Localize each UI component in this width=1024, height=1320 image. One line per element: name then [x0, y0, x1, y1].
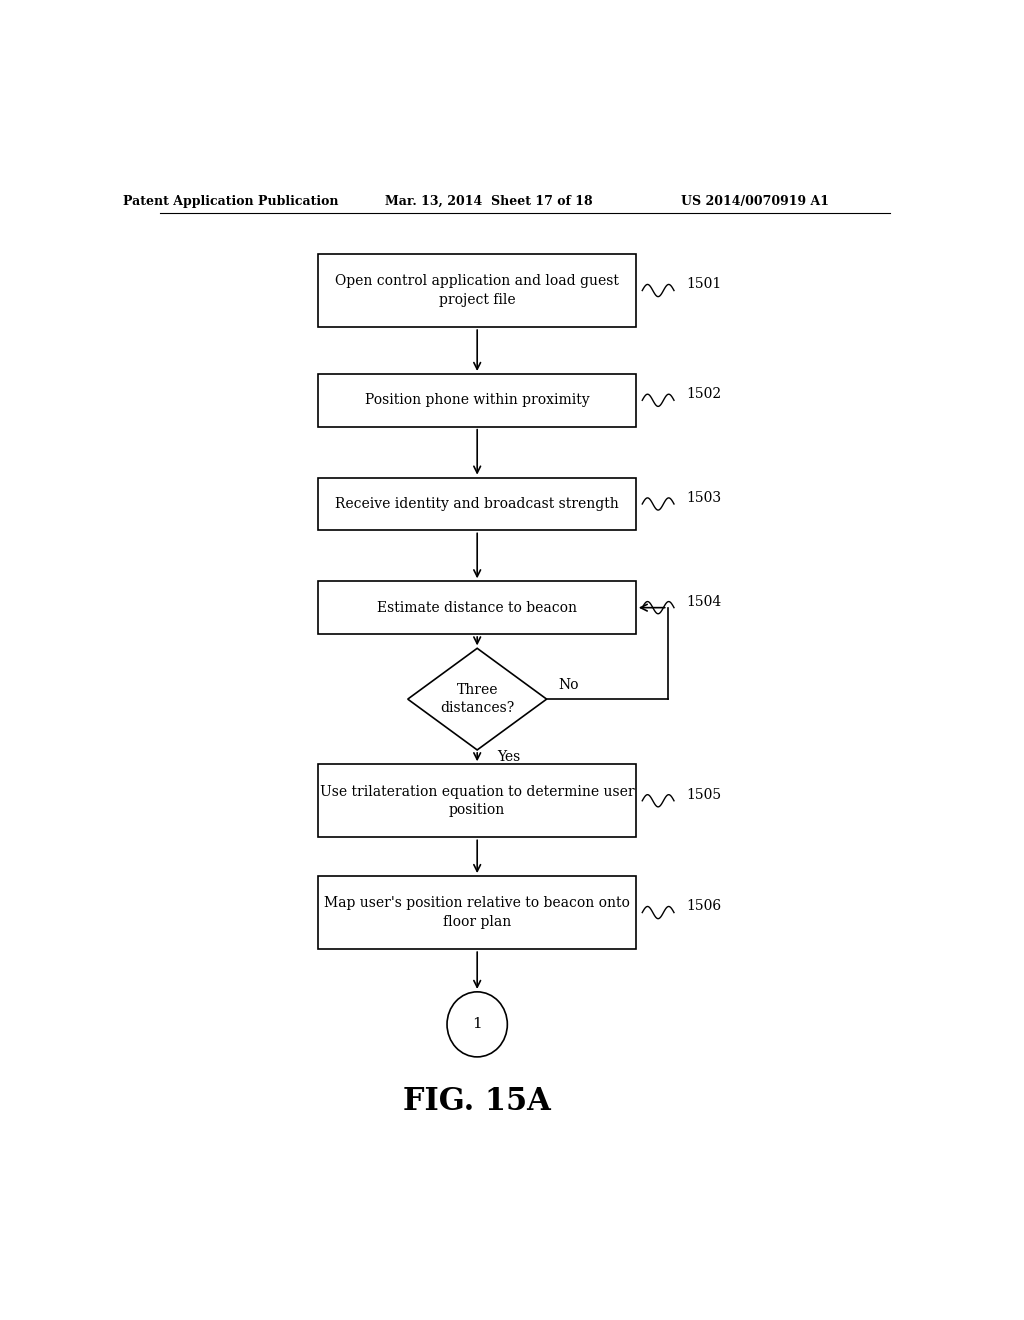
Text: Map user's position relative to beacon onto
floor plan: Map user's position relative to beacon o… [325, 896, 630, 929]
Text: 1503: 1503 [686, 491, 721, 504]
Text: 1: 1 [472, 1018, 482, 1031]
Text: Position phone within proximity: Position phone within proximity [365, 393, 590, 408]
FancyBboxPatch shape [318, 374, 636, 426]
Text: Use trilateration equation to determine user
position: Use trilateration equation to determine … [319, 784, 635, 817]
Text: US 2014/0070919 A1: US 2014/0070919 A1 [681, 194, 829, 207]
Text: Receive identity and broadcast strength: Receive identity and broadcast strength [335, 496, 620, 511]
FancyBboxPatch shape [318, 478, 636, 531]
Text: Estimate distance to beacon: Estimate distance to beacon [377, 601, 578, 615]
Text: No: No [558, 678, 579, 692]
Text: 1501: 1501 [686, 277, 721, 292]
FancyBboxPatch shape [318, 764, 636, 837]
Text: Three
distances?: Three distances? [440, 682, 514, 715]
Text: Yes: Yes [497, 750, 520, 764]
FancyBboxPatch shape [318, 581, 636, 634]
Text: 1506: 1506 [686, 899, 721, 913]
Text: 1504: 1504 [686, 594, 721, 609]
Text: Patent Application Publication: Patent Application Publication [124, 194, 339, 207]
Ellipse shape [447, 991, 507, 1057]
FancyBboxPatch shape [318, 253, 636, 327]
FancyBboxPatch shape [318, 876, 636, 949]
Text: Open control application and load guest
project file: Open control application and load guest … [335, 275, 620, 306]
Text: 1502: 1502 [686, 387, 721, 401]
Text: FIG. 15A: FIG. 15A [403, 1086, 551, 1117]
Text: Mar. 13, 2014  Sheet 17 of 18: Mar. 13, 2014 Sheet 17 of 18 [385, 194, 593, 207]
Text: 1505: 1505 [686, 788, 721, 801]
Polygon shape [408, 648, 547, 750]
